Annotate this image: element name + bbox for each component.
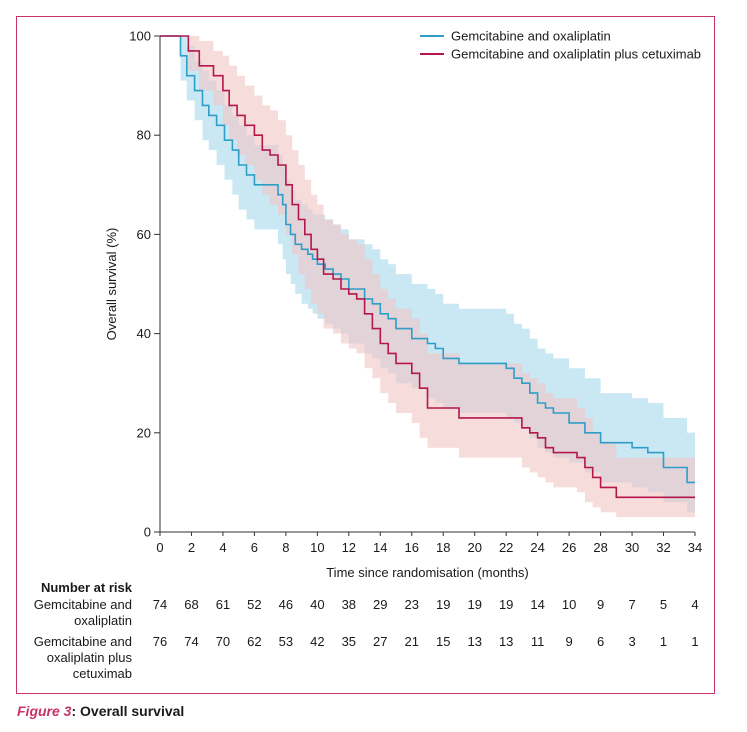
risk-value: 3 — [628, 634, 635, 649]
risk-value: 15 — [436, 634, 450, 649]
risk-value: 62 — [247, 634, 261, 649]
risk-value: 13 — [499, 634, 513, 649]
x-axis-label: Time since randomisation (months) — [326, 565, 529, 580]
x-tick-label: 26 — [562, 540, 576, 555]
risk-value: 19 — [467, 597, 481, 612]
risk-value: 10 — [562, 597, 576, 612]
risk-value: 9 — [597, 597, 604, 612]
risk-value: 76 — [153, 634, 167, 649]
x-tick-label: 32 — [656, 540, 670, 555]
risk-value: 53 — [279, 634, 293, 649]
x-tick-label: 12 — [342, 540, 356, 555]
risk-value: 27 — [373, 634, 387, 649]
risk-value: 1 — [660, 634, 667, 649]
confidence-band-1 — [160, 36, 695, 513]
risk-value: 14 — [530, 597, 544, 612]
x-tick-label: 10 — [310, 540, 324, 555]
x-tick-label: 6 — [251, 540, 258, 555]
y-tick-label: 80 — [137, 128, 151, 143]
risk-row-label: oxaliplatin plus — [47, 650, 133, 665]
risk-value: 11 — [531, 634, 545, 649]
risk-row-label: Gemcitabine and — [34, 597, 132, 612]
x-tick-label: 16 — [405, 540, 419, 555]
survival-curve-2 — [160, 35, 695, 499]
axes: 0 2 4 6 8 10 12 14 16 18 20 22 24 26 28 30 32 34020406080… — [104, 29, 702, 581]
risk-value: 46 — [279, 597, 293, 612]
risk-value: 35 — [342, 634, 356, 649]
x-tick-label: 28 — [593, 540, 607, 555]
confidence-bands — [160, 36, 695, 518]
risk-value: 74 — [184, 634, 198, 649]
risk-value: 40 — [310, 597, 324, 612]
survival-curves — [160, 35, 695, 499]
risk-value: 52 — [247, 597, 261, 612]
figure-label: Figure 3 — [17, 703, 72, 719]
risk-row-label: Gemcitabine and — [34, 634, 132, 649]
x-tick-label: 20 — [467, 540, 481, 555]
survival-chart: 0 2 4 6 8 10 12 14 16 18 20 22 24 26 28 30 32 34020406080… — [34, 29, 703, 682]
x-tick-label: 22 — [499, 540, 513, 555]
y-tick-label: 40 — [137, 326, 151, 341]
risk-value: 6 — [597, 634, 604, 649]
figure-frame — [16, 16, 715, 694]
risk-value: 70 — [216, 634, 230, 649]
risk-value: 21 — [405, 634, 419, 649]
risk-value: 38 — [342, 597, 356, 612]
risk-value: 7 — [628, 597, 635, 612]
risk-value: 23 — [405, 597, 419, 612]
risk-table-heading: Number at risk — [41, 580, 133, 595]
risk-value: 4 — [691, 597, 698, 612]
risk-value: 13 — [467, 634, 481, 649]
risk-value: 19 — [436, 597, 450, 612]
y-axis-label: Overall survival (%) — [104, 228, 119, 341]
figure-caption-text: : Overall survival — [71, 703, 185, 719]
legend-label-1: Gemcitabine and oxaliplatin — [451, 29, 611, 44]
x-tick-label: 34 — [688, 540, 702, 555]
legend: Gemcitabine and oxaliplatin Gemcitabine a… — [420, 29, 701, 62]
risk-row-label: cetuximab — [73, 666, 132, 681]
figure-caption: Figure 3: Overall survival — [17, 703, 184, 719]
risk-value: 68 — [184, 597, 198, 612]
x-tick-label: 30 — [625, 540, 639, 555]
x-tick-label: 4 — [219, 540, 226, 555]
x-tick-label: 24 — [530, 540, 544, 555]
risk-value: 29 — [373, 597, 387, 612]
risk-value: 61 — [216, 597, 230, 612]
y-tick-label: 20 — [137, 425, 151, 440]
survival-curve-1 — [160, 35, 695, 484]
confidence-band-2 — [160, 36, 695, 518]
risk-row-label: oxaliplatin — [74, 613, 132, 628]
x-tick-label: 0 — [156, 540, 163, 555]
y-tick-label: 100 — [129, 29, 151, 44]
x-tick-label: 18 — [436, 540, 450, 555]
y-tick-label: 60 — [137, 227, 151, 242]
risk-value: 42 — [310, 634, 324, 649]
risk-value: 74 — [153, 597, 167, 612]
risk-value: 9 — [566, 634, 573, 649]
x-tick-label: 14 — [373, 540, 387, 555]
x-tick-label: 8 — [282, 540, 289, 555]
risk-value: 5 — [660, 597, 667, 612]
x-tick-label: 2 — [188, 540, 195, 555]
risk-value: 1 — [691, 634, 698, 649]
legend-label-2: Gemcitabine and oxaliplatin plus cetuxim… — [451, 47, 701, 62]
risk-value: 19 — [499, 597, 513, 612]
y-tick-label: 0 — [144, 525, 151, 540]
